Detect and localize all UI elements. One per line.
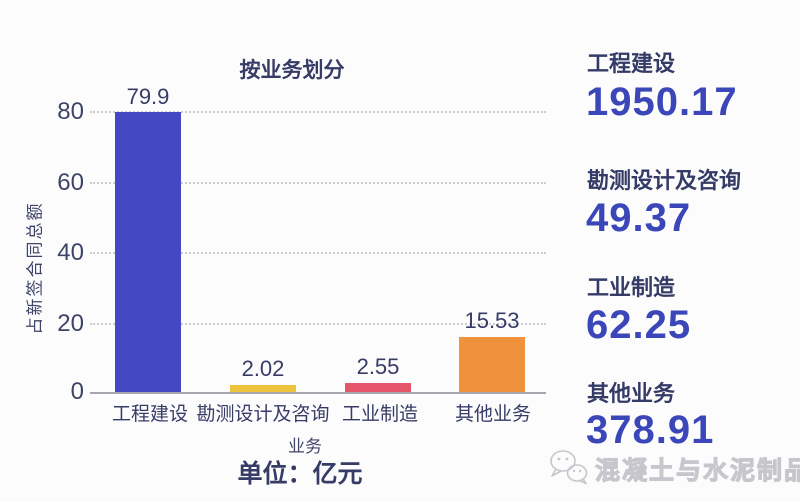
y-tick-20: 20 [57,310,84,337]
bar-value-label: 79.9 [126,84,170,109]
stat-label-survey-design-consulting: 勘测设计及咨询 [587,168,742,193]
stat-value-industrial-manufacturing: 62.25 [586,303,692,347]
stat-value-engineering-construction: 1950.17 [586,80,738,124]
stat-value-survey-design-consulting: 49.37 [586,196,692,240]
bar-engineering-construction [115,112,181,392]
gridline-40 [90,252,546,254]
category-label: 工业制造 [341,404,418,425]
gridline-80 [90,111,546,113]
gridline-60 [90,182,546,184]
bar-industrial-manufacturing [345,383,411,392]
y-axis-label: 占新签合同总额 [25,201,45,335]
stat-value-other-business: 378.91 [586,408,715,452]
gridline-20 [90,323,546,325]
x-axis-label: 业务 [288,437,322,456]
y-tick-80: 80 [57,98,84,125]
category-label: 工程建设 [111,404,188,425]
stat-label-engineering-construction: 工程建设 [587,51,676,76]
x-axis-line [90,392,546,394]
bar-survey-design-consulting [230,385,296,392]
y-tick-40: 40 [57,239,84,266]
y-tick-0: 0 [70,378,84,405]
bar-value-label: 2.02 [241,356,285,381]
wechat-bubbles-icon [547,447,589,490]
category-label: 勘测设计及咨询 [196,404,330,425]
chart-title: 按业务划分 [239,59,345,82]
category-label: 其他业务 [454,404,531,425]
stat-label-industrial-manufacturing: 工业制造 [587,275,676,300]
watermark-text: 混凝土与水泥制品网 [594,456,800,485]
bar-value-label: 15.53 [464,308,520,333]
bar-value-label: 2.55 [356,354,400,379]
bar-other-business [459,337,525,392]
y-tick-60: 60 [57,169,84,196]
unit-note: 单位：亿元 [237,460,363,488]
watermark: 混凝土与水泥制品网 [547,447,800,490]
stat-label-other-business: 其他业务 [587,381,676,406]
